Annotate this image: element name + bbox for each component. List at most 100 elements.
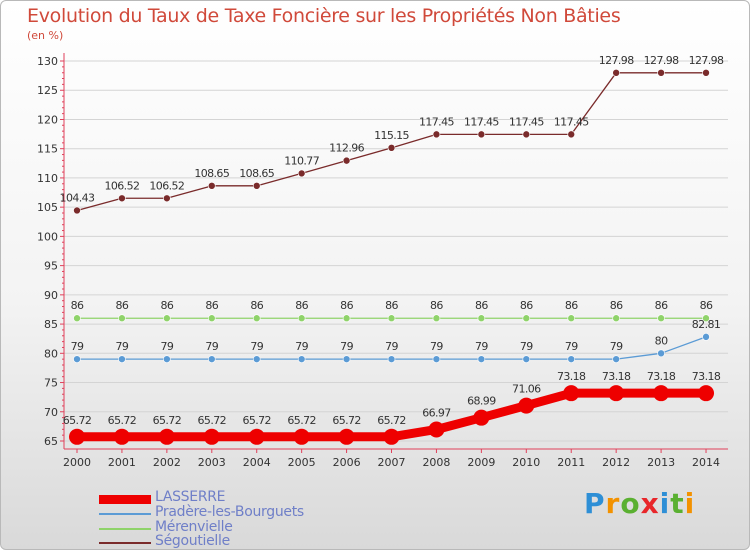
data-point [338, 428, 355, 445]
x-tick-label: 2012 [602, 456, 630, 469]
legend-swatch [99, 542, 151, 544]
data-label: 86 [610, 299, 623, 312]
y-tick-label: 120 [37, 113, 58, 126]
data-label: 86 [700, 299, 713, 312]
data-point [163, 314, 171, 323]
data-label: 73.18 [692, 370, 721, 383]
y-tick-label: 100 [37, 230, 58, 243]
x-tick-label: 2010 [512, 456, 540, 469]
legend-swatch [99, 494, 151, 504]
chart-title: Evolution du Taux de Taxe Foncière sur l… [27, 5, 621, 27]
logo-letter: i [684, 487, 696, 520]
data-label: 86 [475, 299, 488, 312]
data-point [387, 314, 396, 323]
data-point [477, 314, 486, 323]
y-tick-label: 115 [37, 143, 58, 156]
data-point [702, 333, 710, 341]
data-label: 86 [385, 299, 398, 312]
x-tick-label: 2004 [243, 456, 271, 469]
data-label: 79 [295, 340, 308, 353]
data-label: 79 [475, 340, 488, 353]
x-tick-label: 2006 [333, 456, 361, 469]
data-label: 65.72 [198, 414, 227, 427]
data-point [69, 428, 85, 445]
data-label: 79 [385, 340, 398, 353]
y-tick-label: 90 [44, 289, 58, 302]
legend-swatch [99, 528, 151, 530]
data-point [297, 169, 306, 178]
data-point [567, 130, 576, 139]
data-point [342, 314, 351, 323]
data-label: 80 [655, 334, 668, 347]
x-tick-label: 2011 [557, 456, 585, 469]
data-label: 115.15 [374, 129, 409, 142]
data-point [118, 314, 126, 323]
data-label: 127.98 [689, 54, 724, 67]
logo-letter: r [605, 487, 621, 520]
legend-swatch [99, 513, 151, 515]
data-label: 73.18 [602, 370, 631, 383]
data-label: 86 [655, 299, 668, 312]
data-point [563, 385, 580, 402]
data-point [612, 69, 620, 77]
y-tick-label: 70 [44, 406, 58, 419]
data-point [657, 349, 665, 358]
data-label: 86 [520, 299, 533, 312]
y-tick-label: 110 [37, 172, 58, 185]
y-tick-label: 85 [44, 318, 58, 331]
data-label: 110.77 [284, 154, 319, 167]
data-label: 108.65 [194, 167, 229, 180]
data-point [207, 355, 216, 363]
x-tick-label: 2013 [647, 456, 675, 469]
data-label: 68.99 [467, 395, 496, 408]
data-point [342, 355, 351, 363]
data-point [203, 428, 220, 445]
data-point [432, 314, 441, 323]
data-point [702, 69, 710, 77]
data-point [252, 355, 261, 363]
data-label: 79 [116, 340, 129, 353]
data-point [477, 355, 486, 363]
data-label: 86 [116, 299, 129, 312]
data-label: 65.72 [63, 414, 92, 427]
data-label: 127.98 [599, 54, 634, 67]
data-point [113, 428, 130, 445]
data-label: 79 [520, 340, 533, 353]
data-point [432, 355, 441, 363]
data-point [73, 355, 81, 363]
data-point [702, 314, 710, 323]
data-label: 79 [565, 340, 578, 353]
data-point [567, 355, 576, 363]
data-point [387, 355, 396, 363]
y-tick-label: 65 [44, 435, 58, 448]
data-label: 65.72 [287, 414, 316, 427]
data-point [387, 144, 396, 152]
logo-letter: o [620, 487, 641, 520]
data-label: 66.97 [422, 406, 451, 419]
y-tick-label: 95 [44, 260, 58, 273]
data-label: 117.45 [464, 115, 499, 128]
y-tick-label: 125 [37, 84, 58, 97]
x-tick-label: 2000 [63, 456, 91, 469]
x-tick-label: 2008 [422, 456, 450, 469]
x-tick-label: 2003 [198, 456, 226, 469]
data-point [522, 314, 531, 323]
data-point [158, 428, 175, 445]
data-point [342, 156, 351, 165]
data-point [473, 409, 490, 426]
data-point [522, 355, 531, 363]
data-point [163, 194, 171, 203]
data-label: 65.72 [153, 414, 182, 427]
data-label: 79 [430, 340, 443, 353]
data-point [653, 385, 670, 402]
data-point [293, 428, 310, 445]
chart-unit-label: (en %) [27, 29, 64, 42]
data-label: 65.72 [332, 414, 361, 427]
data-label: 117.45 [419, 115, 454, 128]
data-label: 86 [295, 299, 308, 312]
data-point [207, 314, 216, 323]
data-point [608, 385, 625, 402]
y-tick-label: 130 [37, 55, 58, 68]
